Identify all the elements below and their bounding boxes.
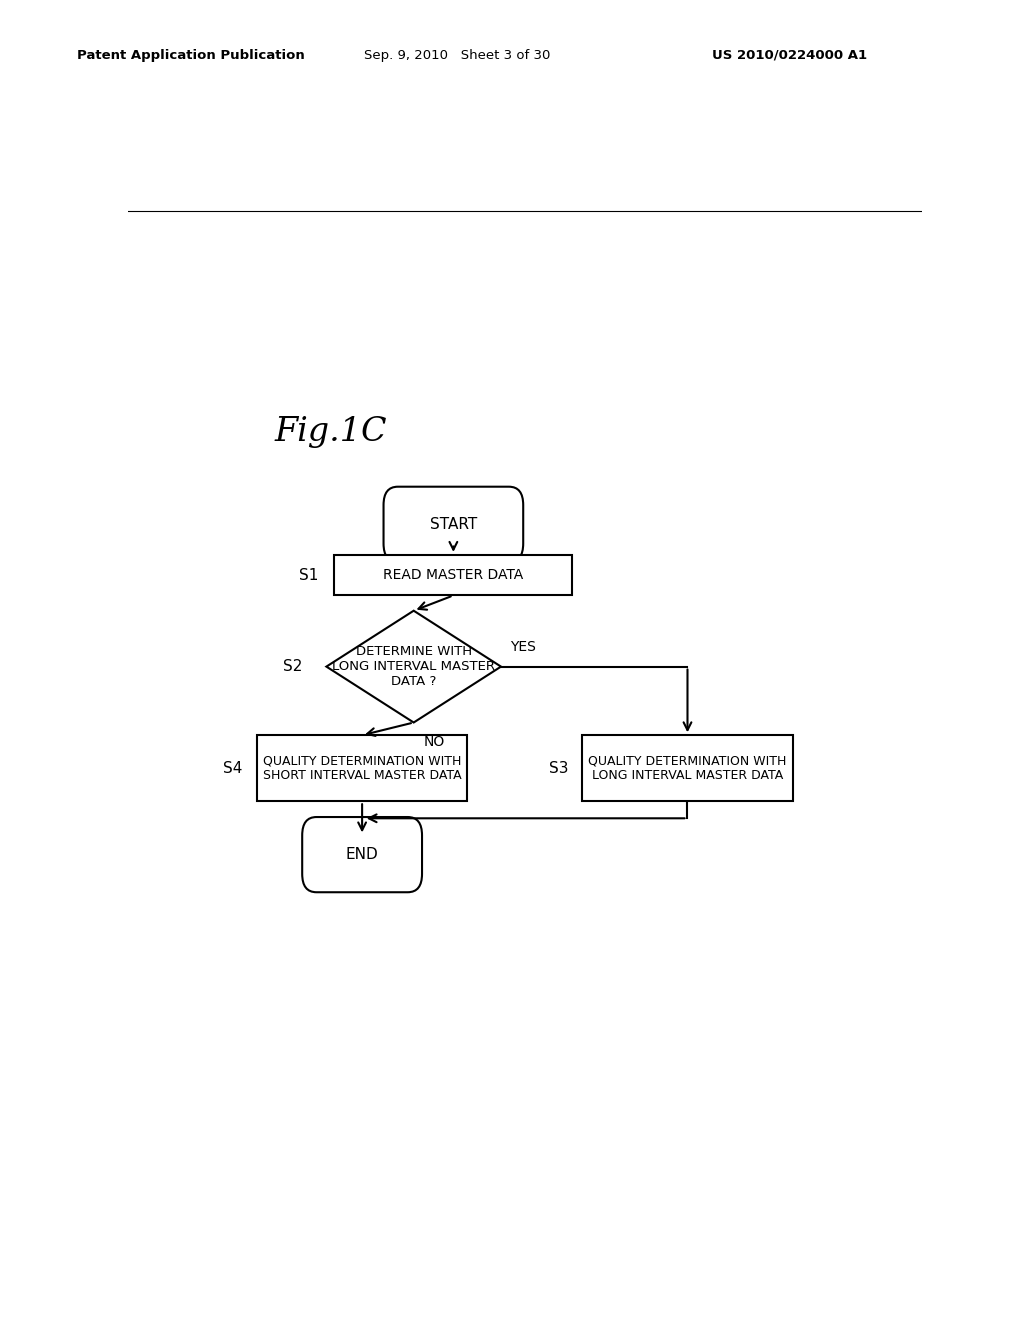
Text: QUALITY DETERMINATION WITH
LONG INTERVAL MASTER DATA: QUALITY DETERMINATION WITH LONG INTERVAL…	[589, 754, 786, 783]
Text: S1: S1	[299, 568, 318, 582]
Text: NO: NO	[423, 735, 444, 748]
Text: Patent Application Publication: Patent Application Publication	[77, 49, 304, 62]
Text: START: START	[430, 517, 477, 532]
Text: QUALITY DETERMINATION WITH
SHORT INTERVAL MASTER DATA: QUALITY DETERMINATION WITH SHORT INTERVA…	[263, 754, 462, 783]
FancyBboxPatch shape	[302, 817, 422, 892]
Text: READ MASTER DATA: READ MASTER DATA	[383, 568, 523, 582]
Bar	[257, 735, 467, 801]
Text: DETERMINE WITH
LONG INTERVAL MASTER
DATA ?: DETERMINE WITH LONG INTERVAL MASTER DATA…	[332, 645, 496, 688]
Bar	[334, 554, 572, 595]
Text: S4: S4	[223, 760, 243, 776]
FancyBboxPatch shape	[384, 487, 523, 562]
Bar	[583, 735, 793, 801]
Text: Fig.1C: Fig.1C	[274, 416, 387, 447]
Text: YES: YES	[511, 640, 537, 655]
Text: Sep. 9, 2010   Sheet 3 of 30: Sep. 9, 2010 Sheet 3 of 30	[364, 49, 550, 62]
Text: END: END	[346, 847, 379, 862]
Text: US 2010/0224000 A1: US 2010/0224000 A1	[712, 49, 866, 62]
Polygon shape	[327, 611, 501, 722]
Text: S2: S2	[284, 659, 303, 675]
Text: S3: S3	[549, 760, 568, 776]
